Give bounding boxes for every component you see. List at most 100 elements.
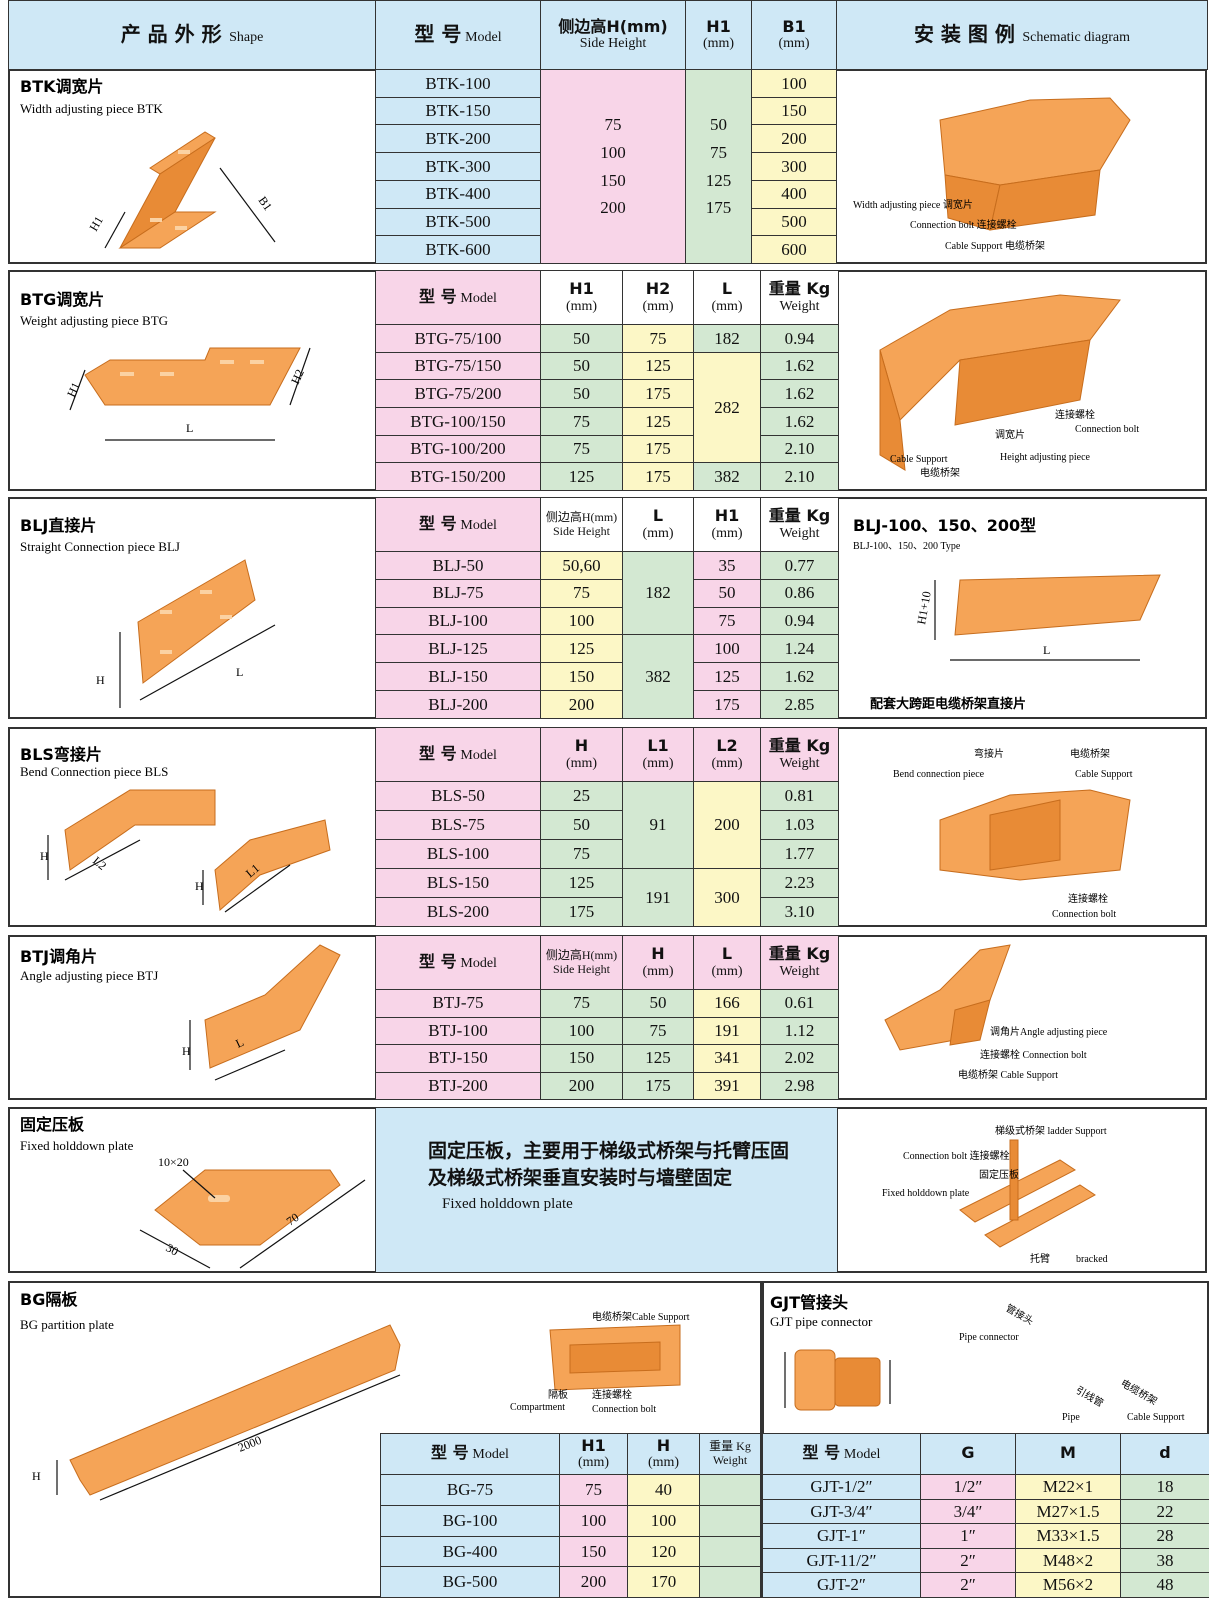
text-blue: GJT-11/2″ <box>762 1547 921 1574</box>
tr: BLS-150 125 191 300 2.23 <box>375 868 839 927</box>
dline <box>69 369 86 411</box>
text-pink: BTG-75/100 <box>375 324 541 353</box>
part-dark <box>879 349 906 471</box>
dline <box>99 1374 401 1501</box>
text-yellow: 500 <box>751 207 837 237</box>
pink: L (mm) <box>693 935 761 990</box>
dline <box>104 211 126 249</box>
tbody: 型 号 Model 侧边高H(mm) Side Height H (mm) L (mm… <box>375 935 839 1100</box>
text-text: 电缆桥架 <box>920 466 960 479</box>
text-pink: 1″ <box>920 1523 1016 1549</box>
text-pink: 75 <box>693 606 761 636</box>
text-text: Connection bolt 连接螺栓 <box>903 1149 1010 1162</box>
text-sub: BG partition plate <box>20 1317 114 1332</box>
text-yellow: 50,60 <box>540 551 623 580</box>
blue: d <box>1120 1433 1209 1475</box>
text-dim: H <box>195 879 204 893</box>
tr: BTG-75/150 50 125 282 1.62 <box>375 351 839 464</box>
text-yellow: 400 <box>751 179 837 209</box>
tr: BTJ-200 200 175 391 2.98 <box>375 1071 839 1100</box>
text-text: 托臂 <box>1030 1252 1050 1265</box>
text-en: Model <box>465 30 502 46</box>
pink: 75 100 150 200 <box>540 69 686 264</box>
tr: BLJ-150 150 125 1.62 <box>375 662 839 692</box>
hd: 型 号 Model G M d <box>762 1433 1209 1475</box>
text-green: 1.62 <box>760 662 839 692</box>
dline <box>182 1169 216 1199</box>
text-en: Model <box>843 1447 881 1463</box>
green <box>699 1504 761 1537</box>
bls-table: 型 号 Model H (mm) L1 (mm) L2 (mm) 重量 Kg Weigh… <box>375 727 839 927</box>
tr: BLJ-75 75 50 0.86 <box>375 578 839 608</box>
part-dark <box>834 1357 881 1407</box>
text-pink: BTG-75/150 <box>375 351 541 381</box>
tbody: 型 号 Model H1 (mm) H (mm) 重量 Kg Weight BG-75… <box>380 1433 761 1598</box>
text-cn: H <box>574 736 589 756</box>
text-yellow: 100 <box>627 1504 700 1537</box>
text-cn: 重量 Kg <box>768 506 831 526</box>
dline <box>139 624 276 701</box>
text-en: Model <box>460 747 497 763</box>
part <box>69 1324 401 1496</box>
text-green: 50 <box>540 379 623 408</box>
part-dark <box>1009 1139 1019 1221</box>
text-yellow: 100 <box>751 69 837 98</box>
text-green: 3.10 <box>760 897 839 927</box>
text-cn: H1 <box>714 506 740 526</box>
blj-table: 型 号 Model 侧边高H(mm) Side Height L (mm) H1 (m… <box>375 497 839 719</box>
text-text: Fixed holddown plate <box>882 1188 970 1199</box>
text-cn: 侧边高H(mm) <box>558 16 668 36</box>
dline <box>214 1049 286 1081</box>
hole <box>120 372 134 376</box>
text-en: (mm) <box>642 298 674 314</box>
text-text: 电缆桥架Cable Support <box>592 1310 690 1323</box>
td: B1 (mm) <box>751 0 837 70</box>
text-text: Compartment <box>510 1402 565 1413</box>
text-small: 侧边高H(mm) <box>545 947 618 962</box>
text-green: 0.81 <box>760 781 839 811</box>
text-text: 隔板 <box>548 1388 568 1401</box>
tbody: 型 号 Model H1 (mm) H2 (mm) L (mm) 重量 Kg Weigh… <box>375 270 839 491</box>
text-enline: Fixed holddown plate <box>442 1196 573 1212</box>
text-cn: L2 <box>716 736 738 756</box>
text-dim: H <box>182 1044 191 1058</box>
pink: L2 (mm) <box>693 727 761 782</box>
text-text: Pipe connector <box>959 1332 1019 1343</box>
hole <box>250 360 264 364</box>
text-text: 调角片Angle adjusting piece <box>990 1025 1108 1038</box>
white: 重量 Kg Weight <box>760 270 839 325</box>
text-green: 75 <box>540 989 623 1018</box>
text-en: Side Height <box>579 36 647 52</box>
text-green: 75 <box>540 434 623 464</box>
tbody: 产 品 外 形 Shape 型 号 Model 侧边高H(mm) Side Hei… <box>8 0 1208 70</box>
white: 侧边高H(mm) Side Height <box>540 497 623 552</box>
green <box>699 1566 761 1598</box>
text-text: 电缆桥架 Cable Support <box>958 1068 1058 1081</box>
text-cn: G <box>961 1443 975 1463</box>
text-pink: BTJ-150 <box>375 1044 541 1073</box>
text-sub: Angle adjusting piece BTJ <box>20 968 158 983</box>
text-green: 175 <box>540 897 623 927</box>
text-blue: BG-400 <box>380 1535 560 1568</box>
text-green: 2.85 <box>760 690 839 719</box>
blue: H1 (mm) <box>559 1433 628 1475</box>
text-cn: 产 品 外 形 <box>120 22 222 47</box>
text-green: 75 <box>622 1016 694 1045</box>
text-pink: 2″ <box>920 1547 1016 1574</box>
text-cn: H <box>656 1435 671 1455</box>
text-pink: BLS-100 <box>375 839 541 869</box>
part <box>204 944 341 1069</box>
tr: BTG-75/100 50 75 182 0.94 <box>375 324 839 353</box>
text-dim: L <box>1043 643 1050 657</box>
text-en: Weight <box>779 525 820 541</box>
text-yellow: 100 <box>540 606 623 636</box>
text-sub: Width adjusting piece BTK <box>20 101 163 116</box>
text-yellow: 125 <box>622 406 694 436</box>
white: 重量 Kg Weight <box>760 497 839 552</box>
text-green: 0.94 <box>760 324 839 353</box>
text-yellow: 191 <box>693 1016 761 1045</box>
text-en: Weight <box>779 963 820 979</box>
text-yellow: 40 <box>627 1474 700 1506</box>
text-cn: 安 装 图 例 <box>913 22 1015 47</box>
